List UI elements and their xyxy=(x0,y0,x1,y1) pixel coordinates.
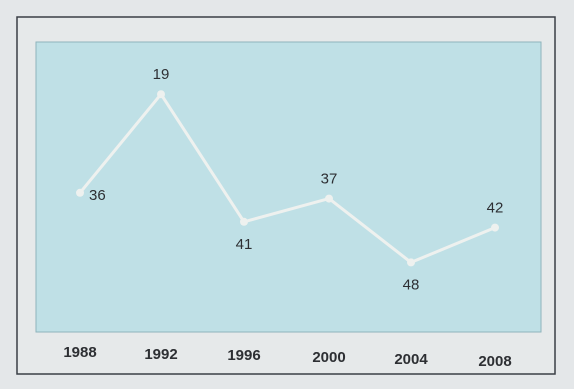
data-label-1988: 36 xyxy=(89,187,106,204)
plot-area xyxy=(35,41,542,333)
x-tick-label-1988: 1988 xyxy=(63,344,96,361)
data-label-1992: 19 xyxy=(153,66,170,83)
x-tick-label-2004: 2004 xyxy=(394,351,428,368)
series-layer xyxy=(76,90,499,267)
x-tick-label-2008: 2008 xyxy=(478,353,511,370)
data-point-1992 xyxy=(157,90,165,99)
x-tick-label-1992: 1992 xyxy=(144,346,177,363)
data-label-2004: 48 xyxy=(403,276,420,293)
data-point-2004 xyxy=(407,258,415,267)
x-tick-label-1996: 1996 xyxy=(227,347,260,364)
data-label-1996: 41 xyxy=(236,236,253,253)
x-tick-label-2000: 2000 xyxy=(312,349,345,366)
data-label-layer: 36 19 41 37 48 42 xyxy=(89,66,503,293)
series-line xyxy=(78,92,496,264)
data-point-1996 xyxy=(240,217,248,226)
data-point-2000 xyxy=(325,194,333,203)
data-point-1988 xyxy=(76,188,84,197)
data-point-2008 xyxy=(491,223,499,232)
data-label-2000: 37 xyxy=(321,171,338,188)
x-axis-tick-labels: 1988 1992 1996 2000 2004 2008 xyxy=(63,344,511,370)
data-label-2008: 42 xyxy=(487,200,504,217)
